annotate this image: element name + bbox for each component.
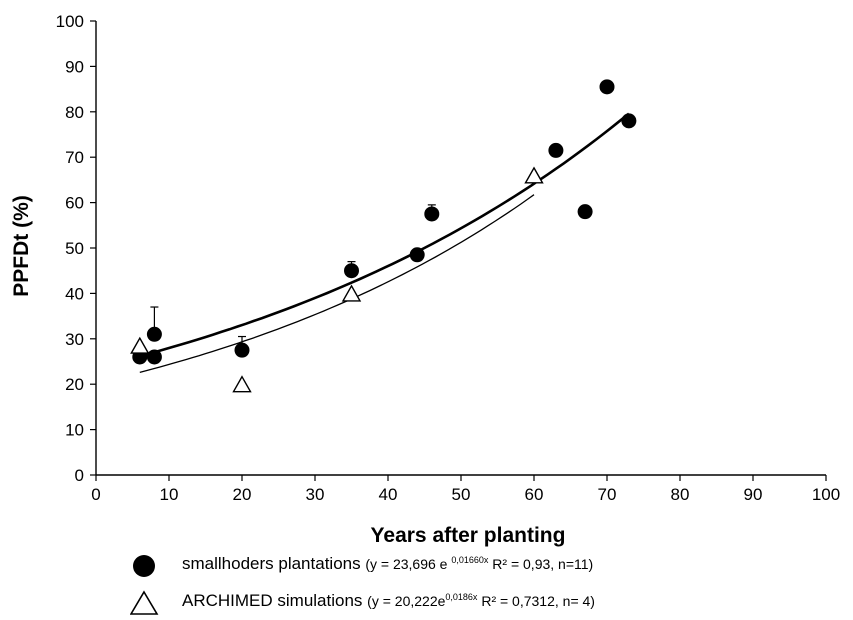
y-axis-title: PPFDt (%) — [10, 195, 33, 297]
axes: 0 10 20 30 40 50 60 70 80 90 100 0 10 20 30 40 50 60 70 80 9… — [56, 12, 841, 504]
data-point-smallholders — [344, 263, 359, 279]
data-marks — [130, 79, 637, 393]
data-point-smallholders — [424, 206, 440, 222]
data-point-smallholders — [146, 349, 162, 365]
y-tick-label: 100 — [56, 12, 84, 31]
chart: 0 10 20 30 40 50 60 70 80 90 100 0 10 20 30 40 50 60 70 80 9… — [10, 12, 841, 547]
fit-curve-archimed — [139, 194, 535, 374]
y-tick-label: 20 — [65, 375, 84, 394]
x-tick-label: 30 — [306, 485, 325, 504]
data-point-smallholders — [409, 247, 425, 263]
x-tick-label: 40 — [379, 485, 398, 504]
data-point-archimed — [232, 375, 252, 393]
legend-marker-circle — [133, 555, 155, 577]
y-tick-label: 40 — [65, 284, 84, 303]
data-point-archimed — [524, 166, 544, 184]
x-tick-label: 90 — [744, 485, 763, 504]
x-tick-label: 80 — [671, 485, 690, 504]
x-tick-label: 70 — [598, 485, 617, 504]
x-tick-label: 0 — [91, 485, 100, 504]
y-tick-label: 60 — [65, 194, 84, 213]
legend-entry-archimed: ARCHIMED simulations (y = 20,222e0,0186x… — [120, 588, 840, 618]
data-point-smallholders — [234, 342, 250, 358]
legend-label-archimed: ARCHIMED simulations (y = 20,222e0,0186x… — [182, 591, 595, 610]
fit-curve-smallholders — [139, 112, 630, 358]
legend-entry-smallholders: smallhoders plantations (y = 23,696 e 0,… — [120, 551, 840, 581]
data-point-smallholders — [146, 326, 162, 342]
y-tick-label: 10 — [65, 421, 84, 440]
x-axis-title: Years after planting — [371, 524, 566, 547]
y-tick-label: 90 — [65, 57, 84, 76]
y-tick-label: 50 — [65, 239, 84, 258]
x-tick-label: 60 — [525, 485, 544, 504]
x-tick-label: 50 — [452, 485, 471, 504]
data-point-smallholders — [577, 204, 593, 220]
legend-label-smallholders: smallhoders plantations (y = 23,696 e 0,… — [182, 554, 594, 573]
x-tick-label: 20 — [233, 485, 252, 504]
x-tick-label: 100 — [812, 485, 840, 504]
y-tick-label: 70 — [65, 148, 84, 167]
y-tick-label: 30 — [65, 330, 84, 349]
data-point-smallholders — [548, 142, 564, 158]
fit-curves — [139, 112, 630, 374]
data-point-smallholders — [599, 79, 615, 95]
data-point-archimed — [130, 336, 150, 354]
legend-marker-triangle — [130, 590, 159, 615]
y-tick-label: 0 — [75, 466, 84, 485]
y-tick-label: 80 — [65, 103, 84, 122]
data-point-archimed — [341, 284, 362, 302]
x-tick-label: 10 — [160, 485, 179, 504]
data-point-smallholders — [621, 113, 637, 129]
